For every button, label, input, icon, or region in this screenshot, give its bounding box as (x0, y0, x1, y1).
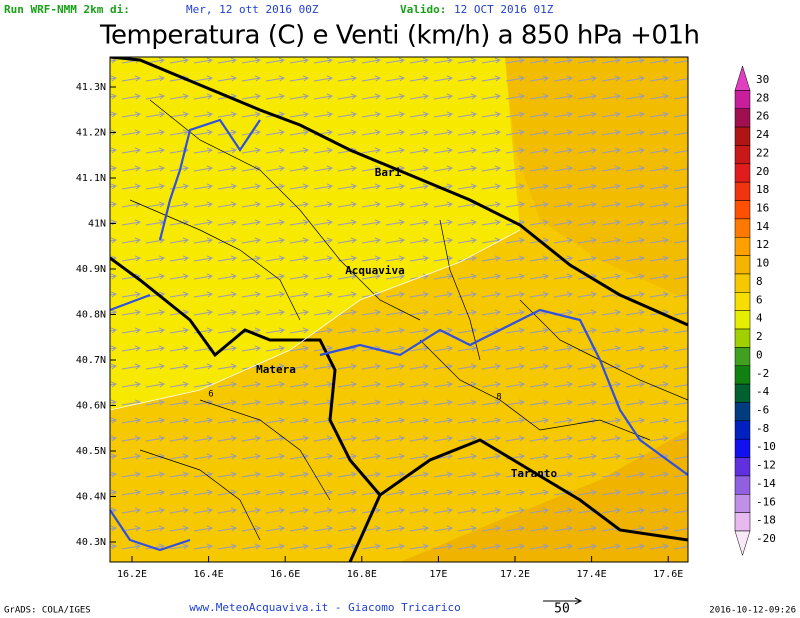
lon-label: 16.6E (270, 569, 300, 580)
colorbar-label: -10 (756, 440, 776, 453)
contour-line (110, 229, 521, 411)
colorbar-box (734, 512, 751, 532)
colorbar-box (734, 236, 751, 256)
city-label: Matera (256, 363, 296, 376)
colorbar-label: -18 (756, 514, 776, 527)
colorbar-label: -8 (756, 422, 769, 435)
colorbar-label: -4 (756, 385, 770, 398)
scale-label: 50 (554, 602, 570, 617)
colorbar-label: 16 (756, 202, 769, 215)
lon-label: 16.2E (117, 569, 147, 580)
colorbar-box (734, 218, 751, 238)
map (110, 57, 688, 562)
colorbar-label: 14 (756, 220, 770, 233)
footer-center: www.MeteoAcquaviva.it - Giacomo Tricaric… (189, 601, 461, 614)
lat-label: 41.1N (76, 173, 106, 184)
colorbar-box (734, 328, 751, 348)
footer: GrADS: COLA/IGES www.MeteoAcquaviva.it -… (4, 597, 796, 617)
header: Run WRF-NMM 2km di: Mer, 12 ott 2016 00Z… (4, 3, 554, 16)
colorbar-label: 6 (756, 293, 763, 306)
lon-label: 17E (429, 569, 447, 580)
contour-label: 6 (208, 390, 213, 400)
colorbar-box (734, 108, 751, 128)
title: Temperatura (C) e Venti (km/h) a 850 hPa… (99, 21, 700, 51)
colorbar-box (734, 457, 751, 477)
colorbar-label: 30 (756, 73, 769, 86)
contour-label: 8 (496, 393, 501, 403)
colorbar-box (734, 145, 751, 165)
colorbar-box (734, 255, 751, 275)
colorbar-cap (734, 530, 751, 557)
footer-right: 2016-10-12-09:26 (709, 606, 796, 616)
lat-label: 40.7N (76, 355, 106, 366)
valid-date: 12 OCT 2016 01Z (454, 3, 554, 16)
colorbar-label: -6 (756, 403, 769, 416)
colorbar-label: 20 (756, 165, 769, 178)
colorbar-label: 26 (756, 110, 769, 123)
colorbar-label: 0 (756, 348, 763, 361)
rivers (110, 118, 688, 552)
lat-label: 40.4N (76, 492, 106, 503)
colorbar-label: 8 (756, 275, 763, 288)
lon-label: 17.4E (577, 569, 607, 580)
footer-left: GrADS: COLA/IGES (4, 606, 91, 616)
colorbar-box (734, 273, 751, 293)
scale-arrow-head (574, 597, 583, 605)
colorbar-label: -16 (756, 495, 776, 508)
colorbar-box (734, 438, 751, 458)
map-frame (109, 56, 689, 563)
colorbar-label: 22 (756, 146, 769, 159)
coastline (110, 57, 688, 562)
lat-label: 40.6N (76, 401, 106, 412)
city-labels: Bari Acquaviva Matera Taranto 6 8 (208, 166, 557, 480)
colorbar-box (734, 365, 751, 385)
colorbar-label: -14 (756, 477, 776, 490)
valid-label: Valido: (400, 3, 446, 16)
lat-label: 41.2N (76, 128, 106, 139)
colorbar-label: -20 (756, 532, 776, 545)
lat-label: 40.8N (76, 310, 106, 321)
colorbar-label: 10 (756, 257, 769, 270)
colorbar-box (734, 292, 751, 311)
colorbar-box (734, 200, 751, 220)
city-label: Bari (375, 166, 402, 179)
colorbar-box (734, 494, 751, 513)
colorbar-label: 28 (756, 91, 769, 104)
city-label: Acquaviva (345, 264, 405, 277)
colorbar-box (734, 163, 751, 183)
colorbar-box (734, 402, 751, 422)
colorbar-box (734, 475, 751, 495)
colorbar-box (734, 420, 751, 440)
colorbar-box (734, 347, 751, 367)
colorbar-box (734, 181, 751, 201)
lat-label: 40.5N (76, 446, 106, 457)
colorbar-box (734, 126, 751, 146)
lon-label: 17.2E (500, 569, 530, 580)
colorbar: 302826242220181614121086420-2-4-6-8-10-1… (734, 65, 776, 557)
lat-label: 40.3N (76, 537, 106, 548)
run-date: Mer, 12 ott 2016 00Z (186, 3, 319, 16)
axes: 41.3N 41.2N 41.1N 41N 40.9N 40.8N 40.7N 40.6N 40… (76, 82, 683, 580)
colorbar-label: 4 (756, 312, 763, 325)
run-label: Run WRF-NMM 2km di: (4, 3, 130, 16)
colorbar-cap (734, 65, 751, 91)
lat-label: 41N (88, 219, 106, 230)
colorbar-label: 18 (756, 183, 769, 196)
colorbar-box (734, 90, 751, 109)
colorbar-label: -2 (756, 367, 769, 380)
colorbar-label: 24 (756, 128, 770, 141)
colorbar-label: 2 (756, 330, 763, 343)
lat-label: 41.3N (76, 82, 106, 93)
colorbar-box (734, 383, 751, 403)
colorbar-label: -12 (756, 459, 776, 472)
lat-label: 40.9N (76, 264, 106, 275)
lon-label: 17.6E (653, 569, 683, 580)
lon-label: 16.8E (347, 569, 377, 580)
city-label: Taranto (511, 467, 558, 480)
lon-label: 16.4E (194, 569, 224, 580)
colorbar-label: 12 (756, 238, 769, 251)
colorbar-box (734, 310, 751, 330)
